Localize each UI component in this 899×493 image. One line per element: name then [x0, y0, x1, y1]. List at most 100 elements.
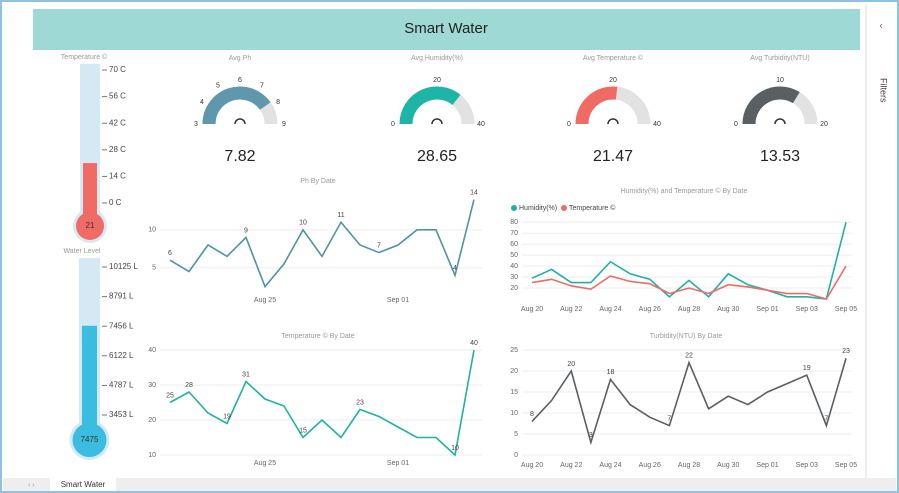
thermometer-tick-label: 8791 L [109, 292, 134, 301]
data-label: 7 [377, 242, 381, 249]
legend-marker [561, 205, 567, 211]
data-label: 7 [667, 415, 671, 422]
tab-nav[interactable]: ‹ › [28, 482, 35, 489]
data-label: 10 [299, 220, 307, 227]
thermometer-tick-label: 70 C [109, 65, 126, 74]
data-label: 9 [244, 227, 248, 234]
y-tick-label: 60 [510, 241, 518, 248]
x-tick-label: Aug 22 [560, 462, 582, 469]
thermometer-tick-label: 6122 L [109, 351, 134, 360]
thermometer-fill [82, 325, 97, 440]
thermometer-tick-label: 14 C [109, 172, 126, 181]
y-tick-label: 20 [148, 417, 156, 424]
thermometer-value: 21 [86, 221, 95, 230]
collapse-icon[interactable]: ‹ [879, 21, 882, 32]
legend-label: Temperature © [569, 204, 616, 212]
thermometer-tick-label: 10125 L [109, 262, 138, 271]
gauge-tick-label: 8 [276, 99, 280, 106]
data-label: 4 [453, 265, 457, 272]
gauge-value: 7.82 [224, 148, 255, 165]
x-tick-label: Aug 20 [521, 462, 543, 469]
thermometer-tick-label: 4787 L [109, 381, 134, 390]
data-label: 23 [356, 399, 364, 406]
x-tick-label: Aug 24 [599, 462, 621, 469]
data-label: 31 [242, 371, 250, 378]
y-tick-label: 5 [152, 265, 156, 272]
data-label: 28 [185, 382, 193, 389]
series-line [169, 199, 475, 289]
x-tick-label: Aug 30 [717, 462, 739, 469]
chart-title: Temperature © By Date [281, 332, 354, 340]
data-label: 10 [451, 445, 459, 452]
gauge-value-arc [202, 86, 271, 125]
gauge-tick-label: 7 [260, 83, 264, 90]
data-label: 14 [470, 189, 478, 196]
data-label: 7 [824, 415, 828, 422]
gauge-tick-label: 3 [194, 121, 198, 128]
x-tick-label: Sep 01 [756, 462, 778, 469]
x-tick-label: Sep 03 [796, 306, 818, 313]
gauge-tick-label: 20 [820, 121, 828, 128]
gauge-tick-label: 6 [238, 77, 242, 84]
data-label: 19 [223, 413, 231, 420]
gauge-tick-label: 40 [477, 121, 485, 128]
gauge-hub [607, 118, 619, 125]
gauge-title: Avg Turbidity(NTU) [750, 55, 809, 62]
data-label: 25 [166, 392, 174, 399]
y-tick-label: 70 [510, 230, 518, 237]
gauge-tick-label: 9 [282, 121, 286, 128]
gauge-tick-label: 0 [567, 121, 571, 128]
y-tick-label: 10 [510, 410, 518, 417]
gauge-title: Avg Ph [229, 55, 252, 62]
data-label: 6 [168, 250, 172, 257]
gauge-tick-label: 10 [776, 77, 784, 84]
gauge-title: Avg Humidity(%) [411, 55, 463, 62]
gauge-value: 13.53 [760, 148, 800, 165]
x-tick-label: Aug 30 [717, 306, 739, 313]
chart-title: Turbidity(NTU) By Date [650, 333, 723, 340]
gauge-tick-label: 20 [609, 77, 617, 84]
thermometer-tick-label: 28 C [109, 145, 126, 154]
gauge-tick-label: 4 [200, 99, 204, 106]
tab[interactable] [50, 478, 116, 491]
x-tick-label: Sep 01 [387, 460, 409, 467]
y-tick-label: 40 [510, 263, 518, 270]
header-title: Smart Water [404, 20, 488, 37]
thermometer-bulb [72, 423, 107, 457]
filters-label[interactable]: Filters [879, 78, 889, 103]
series-line [531, 358, 847, 446]
y-tick-label: 20 [510, 368, 518, 375]
data-label: 15 [299, 427, 307, 434]
gauge-value: 21.47 [593, 148, 633, 165]
thermometer-tick-label: 7456 L [109, 321, 134, 330]
y-tick-label: 30 [510, 274, 518, 281]
data-label: 22 [685, 352, 693, 359]
x-tick-label: Aug 25 [254, 297, 276, 304]
x-tick-label: Sep 01 [387, 297, 409, 304]
thermometer-value: 7475 [81, 435, 99, 444]
y-tick-label: 20 [510, 285, 518, 292]
chart-title: Ph By Date [300, 178, 336, 185]
y-tick-label: 40 [148, 347, 156, 354]
thermometer-tick-label: 0 C [109, 198, 122, 207]
data-label: 19 [803, 365, 811, 372]
gauge-hub [431, 118, 443, 125]
thermometer-tick-label: 42 C [109, 118, 126, 127]
gauge-tick-label: 5 [216, 83, 220, 90]
y-tick-label: 25 [510, 347, 518, 354]
thermometer-title: Temperature © [61, 53, 108, 61]
thermometer-bulb [76, 212, 104, 240]
tab-label[interactable]: Smart Water [61, 480, 106, 489]
series-line [531, 222, 847, 300]
data-label: 18 [607, 369, 615, 376]
data-label: 23 [842, 348, 850, 355]
x-tick-label: Sep 05 [835, 462, 857, 469]
x-tick-label: Sep 03 [796, 462, 818, 469]
x-tick-label: Aug 24 [599, 306, 621, 313]
gauge-value: 28.65 [417, 148, 457, 165]
y-tick-label: 10 [148, 452, 156, 459]
gauge-hub [234, 118, 246, 125]
thermometer-tick-label: 3453 L [109, 410, 134, 419]
tab-bar [3, 478, 896, 491]
